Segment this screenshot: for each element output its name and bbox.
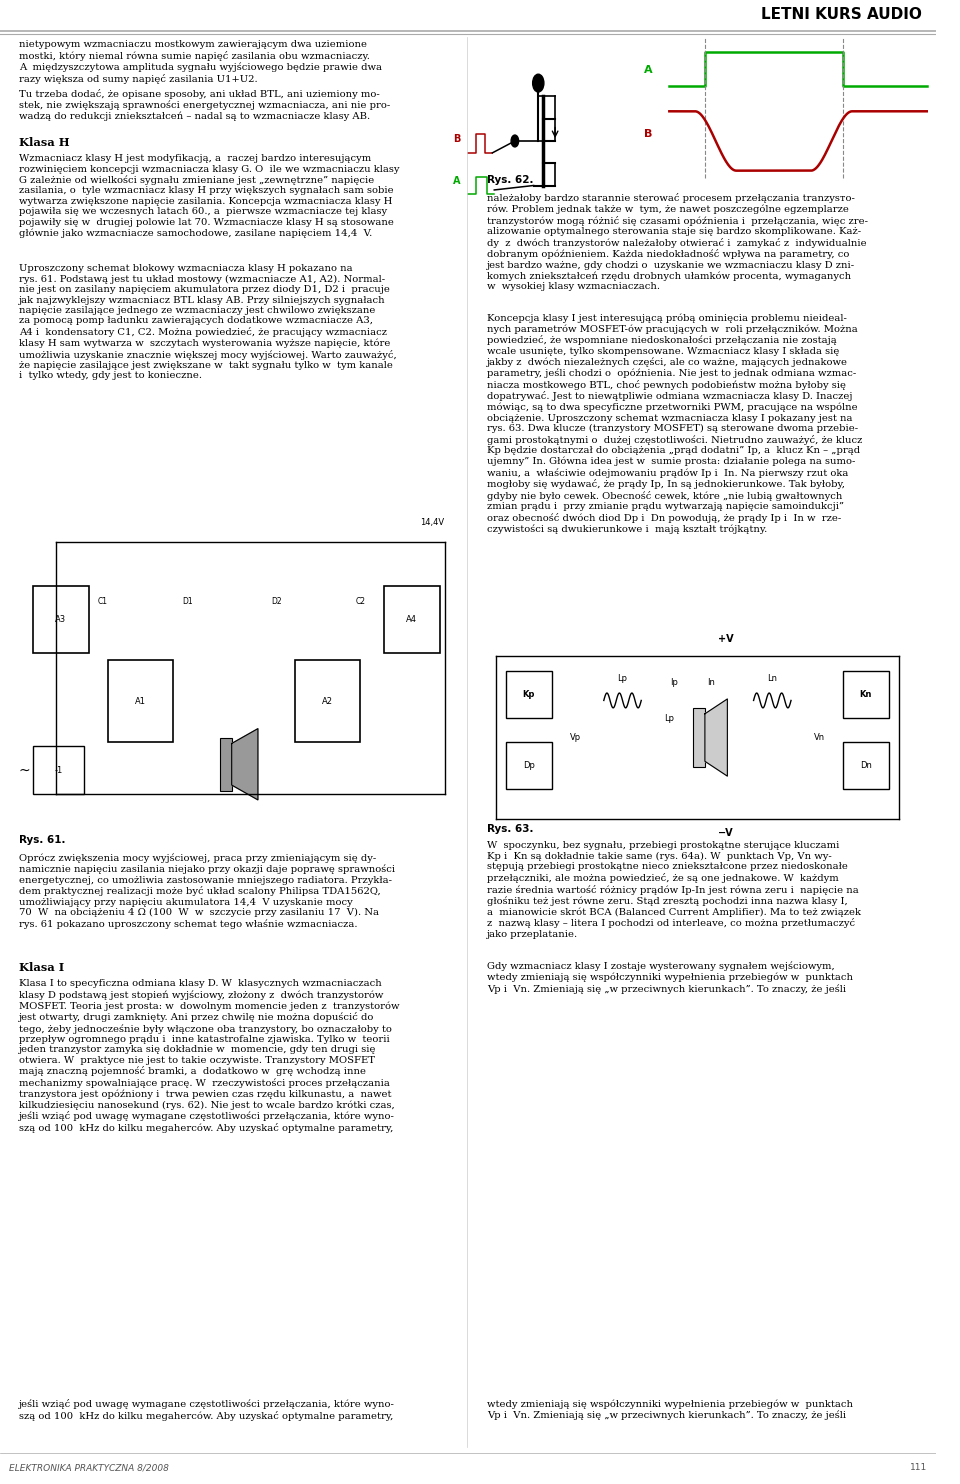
Text: Dn: Dn bbox=[860, 761, 872, 770]
Text: A2: A2 bbox=[323, 696, 333, 706]
Polygon shape bbox=[231, 729, 258, 800]
Bar bbox=[220, 738, 231, 791]
Text: Vp: Vp bbox=[570, 733, 581, 742]
Text: A: A bbox=[453, 177, 461, 186]
Bar bbox=[506, 671, 552, 718]
Text: A: A bbox=[644, 65, 653, 74]
Text: należałoby bardzo starannie sterować procesem przełączania tranzysто-
rów. Probl: należałoby bardzo starannie sterować pro… bbox=[487, 193, 868, 291]
Text: Rys. 61.: Rys. 61. bbox=[19, 835, 65, 846]
Circle shape bbox=[533, 74, 544, 92]
Bar bbox=[506, 742, 552, 789]
Bar bbox=[384, 586, 440, 653]
Text: A3: A3 bbox=[56, 614, 66, 625]
Text: B: B bbox=[644, 129, 653, 138]
Text: Tu trzeba dodać, że opisane sposoby, ani układ BTL, ani uziemiony mo-
stek, nie : Tu trzeba dodać, że opisane sposoby, ani… bbox=[19, 89, 390, 122]
Text: Gdy wzmacniacz klasy I zostaje wysterowany sygnałem wejściowym,
wtedy zmieniają : Gdy wzmacniacz klasy I zostaje wysterowa… bbox=[487, 962, 852, 994]
Bar bbox=[33, 746, 84, 794]
Text: Lp: Lp bbox=[664, 714, 674, 723]
Text: Dp: Dp bbox=[523, 761, 535, 770]
Text: In: In bbox=[708, 678, 715, 687]
Text: Koncepcja klasy I jest interesującą próbą ominięcia problemu nieideal-
nych para: Koncepcja klasy I jest interesującą prób… bbox=[487, 313, 862, 534]
Text: ~: ~ bbox=[19, 763, 31, 778]
Text: LETNI KURS AUDIO: LETNI KURS AUDIO bbox=[761, 7, 922, 22]
Text: Klasa H: Klasa H bbox=[19, 137, 69, 147]
Bar bbox=[33, 586, 89, 653]
Text: D1: D1 bbox=[181, 597, 193, 605]
Text: wtedy zmieniają się współczynniki wypełnienia przebiegów w  punktach
Vp i  Vn. Z: wtedy zmieniają się współczynniki wypełn… bbox=[487, 1399, 852, 1420]
Text: nietypowym wzmacniaczu mostkowym zawierającym dwa uziemione
mostki, który niemal: nietypowym wzmacniaczu mostkowym zawiera… bbox=[19, 40, 382, 83]
Text: D2: D2 bbox=[271, 597, 281, 605]
Bar bbox=[843, 742, 889, 789]
Polygon shape bbox=[705, 699, 728, 776]
Circle shape bbox=[511, 135, 518, 147]
Text: Rys. 62.: Rys. 62. bbox=[487, 175, 534, 186]
Text: 14,4V: 14,4V bbox=[420, 518, 444, 527]
Text: Ip: Ip bbox=[670, 678, 678, 687]
Text: A1: A1 bbox=[135, 696, 146, 706]
Text: Kn: Kn bbox=[860, 690, 872, 699]
Text: W  spoczynku, bez sygnału, przebiegi prostokątne sterujące kluczami
Kp i  Kn są : W spoczynku, bez sygnału, przebiegi pros… bbox=[487, 841, 861, 939]
Text: Wzmacniacz klasy H jest modyfikacją, a  raczej bardzo interesującym
rozwinięciem: Wzmacniacz klasy H jest modyfikacją, a r… bbox=[19, 154, 399, 237]
Text: 111: 111 bbox=[909, 1463, 926, 1472]
Text: Vn: Vn bbox=[813, 733, 825, 742]
Text: Klasa I: Klasa I bbox=[19, 962, 64, 972]
Text: B: B bbox=[453, 135, 461, 144]
Text: C2: C2 bbox=[355, 597, 366, 605]
Bar bbox=[108, 660, 173, 742]
Text: -1: -1 bbox=[55, 766, 62, 775]
Text: Klasa I to specyficzna odmiana klasy D. W  klasycznych wzmacniaczach
klasy D pod: Klasa I to specyficzna odmiana klasy D. … bbox=[19, 979, 399, 1132]
Text: A4: A4 bbox=[406, 614, 418, 625]
Text: jeśli wziąć pod uwagę wymagane częstotliwości przełączania, które wyno-
szą od 1: jeśli wziąć pod uwagę wymagane częstotli… bbox=[19, 1399, 395, 1422]
Text: +V: +V bbox=[718, 634, 733, 644]
Text: −V: −V bbox=[718, 828, 733, 838]
Bar bbox=[843, 671, 889, 718]
Text: Lp: Lp bbox=[617, 674, 628, 683]
Bar bbox=[693, 708, 705, 767]
Bar bbox=[295, 660, 360, 742]
Text: Kp: Kp bbox=[523, 690, 535, 699]
Text: Rys. 63.: Rys. 63. bbox=[487, 824, 534, 834]
Text: ELEKTRONIKA PRAKTYCZNA 8/2008: ELEKTRONIKA PRAKTYCZNA 8/2008 bbox=[10, 1463, 169, 1472]
Text: Ln: Ln bbox=[767, 674, 778, 683]
Text: Uproszczony schemat blokowy wzmacniacza klasy H pokazano na
rys. 61. Podstawą je: Uproszczony schemat blokowy wzmacniacza … bbox=[19, 264, 396, 380]
Text: C1: C1 bbox=[98, 597, 108, 605]
Text: Oprócz zwiększenia mocy wyjściowej, praca przy zmieniającym się dy-
namicznie na: Oprócz zwiększenia mocy wyjściowej, prac… bbox=[19, 853, 395, 929]
